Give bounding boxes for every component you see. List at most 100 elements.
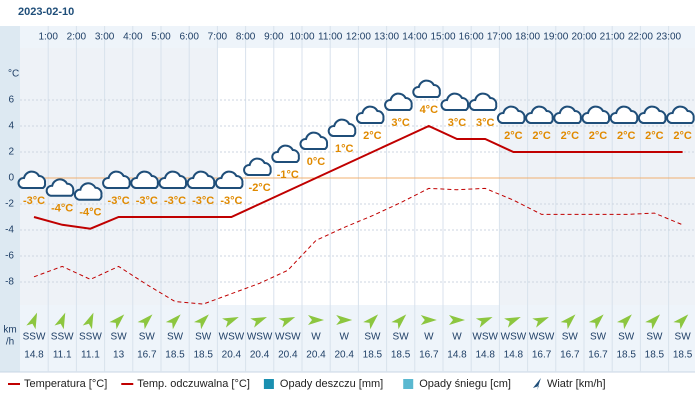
x-tick-label: 12:00 bbox=[346, 32, 371, 43]
y-tick-label: 2 bbox=[8, 147, 14, 158]
legend-label: Temp. odczuwalna [°C] bbox=[137, 378, 250, 390]
x-tick-label: 5:00 bbox=[151, 32, 171, 43]
wind-direction: W bbox=[311, 332, 321, 343]
wind-direction: SW bbox=[675, 332, 692, 343]
weather-icon bbox=[666, 105, 695, 124]
x-tick-label: 22:00 bbox=[628, 32, 653, 43]
weather-icon bbox=[102, 170, 131, 189]
wind-speed: 11.1 bbox=[81, 350, 100, 361]
weather-icon bbox=[327, 118, 357, 137]
wind-arrow bbox=[308, 315, 324, 325]
cloud bbox=[412, 79, 441, 98]
wind-arrow bbox=[26, 312, 38, 330]
wind-direction: SW bbox=[139, 332, 156, 343]
x-tick-label: 23:00 bbox=[656, 32, 681, 43]
wind-speed: 18.5 bbox=[616, 350, 636, 361]
wind-arrow bbox=[560, 314, 576, 330]
weather-icon bbox=[299, 131, 329, 150]
series-line bbox=[33, 187, 683, 305]
wind-arrow bbox=[391, 314, 407, 330]
wind-arrow bbox=[504, 316, 521, 328]
legend-label: Wiatr [km/h] bbox=[547, 378, 606, 390]
data-label: -3°C bbox=[136, 195, 158, 207]
weather-icon bbox=[214, 170, 244, 189]
wind-arrow bbox=[278, 316, 296, 328]
wind-speed: 20.4 bbox=[334, 350, 354, 361]
wind-arrow bbox=[165, 314, 181, 330]
data-label: 2°C bbox=[617, 130, 636, 142]
wind-unit: /h bbox=[6, 337, 14, 348]
weather-icon bbox=[609, 105, 639, 124]
wind-direction: SSW bbox=[79, 332, 102, 343]
arrow bbox=[82, 312, 94, 330]
wind-direction: SSW bbox=[23, 332, 46, 343]
arrow bbox=[336, 315, 353, 325]
arrow bbox=[617, 314, 632, 330]
arrow bbox=[449, 315, 465, 325]
weather-icon bbox=[468, 92, 498, 111]
wind-direction: W bbox=[339, 332, 349, 343]
wind-direction: SSW bbox=[51, 332, 74, 343]
wind-direction: SW bbox=[167, 332, 184, 343]
legend-label: Opady deszczu [mm] bbox=[280, 378, 383, 390]
x-tick-label: 11:00 bbox=[318, 32, 343, 43]
x-tick-label: 4:00 bbox=[123, 32, 143, 43]
arrow bbox=[504, 316, 521, 328]
x-tick-label: 6:00 bbox=[179, 32, 199, 43]
cloud bbox=[158, 170, 188, 189]
x-tick-label: 13:00 bbox=[374, 32, 399, 43]
cloud bbox=[355, 105, 385, 124]
wind-speed: 16.7 bbox=[588, 350, 608, 361]
arrow bbox=[222, 316, 239, 328]
x-tick-label: 9:00 bbox=[264, 32, 284, 43]
legend-label: Temperatura [°C] bbox=[24, 378, 107, 390]
wind-arrow bbox=[532, 316, 549, 328]
wind-direction: WSW bbox=[501, 332, 527, 343]
cloud bbox=[45, 178, 75, 197]
cloud bbox=[609, 105, 639, 124]
wind-speed: 14.8 bbox=[24, 350, 44, 361]
arrow bbox=[560, 314, 576, 330]
arrow bbox=[532, 316, 549, 328]
data-label: -1°C bbox=[277, 169, 299, 181]
legend-label: Opady śniegu [cm] bbox=[419, 378, 511, 390]
weather-icon bbox=[525, 105, 554, 124]
x-tick-label: 18:00 bbox=[515, 32, 540, 43]
wind-arrow bbox=[54, 312, 66, 330]
data-label: -3°C bbox=[164, 195, 186, 207]
wind-direction: W bbox=[452, 332, 462, 343]
x-tick-label: 3:00 bbox=[95, 32, 115, 43]
cloud bbox=[666, 105, 695, 124]
wind-speed: 18.5 bbox=[193, 350, 213, 361]
cloud bbox=[73, 182, 103, 201]
arrow bbox=[137, 314, 153, 330]
series-line bbox=[33, 124, 683, 230]
data-label: 2°C bbox=[363, 130, 382, 142]
data-label: 2°C bbox=[673, 130, 692, 142]
plot-day bbox=[218, 48, 500, 305]
weather-icon bbox=[496, 105, 526, 124]
x-tick-label: 21:00 bbox=[600, 32, 625, 43]
wind-speed: 20.4 bbox=[250, 350, 270, 361]
chart-title: 2023-02-10 bbox=[18, 6, 74, 18]
data-label: 2°C bbox=[532, 130, 551, 142]
cloud bbox=[581, 105, 611, 124]
data-label: -3°C bbox=[192, 195, 214, 207]
wind-arrow bbox=[420, 315, 437, 325]
wind-arrow bbox=[645, 314, 661, 330]
y-tick-label: 6 bbox=[8, 95, 14, 106]
cloud bbox=[525, 105, 554, 124]
cloud bbox=[17, 170, 47, 189]
cloud bbox=[637, 105, 667, 124]
wind-arrow bbox=[109, 314, 125, 330]
data-label: -3°C bbox=[220, 195, 242, 207]
wind-speed: 16.7 bbox=[419, 350, 439, 361]
wind-arrow bbox=[673, 314, 689, 330]
data-label: -3°C bbox=[108, 195, 130, 207]
data-label: 2°C bbox=[589, 130, 608, 142]
data-label: 3°C bbox=[391, 117, 410, 129]
cloud bbox=[186, 170, 216, 189]
cloud bbox=[214, 170, 244, 189]
weather-icon bbox=[553, 105, 582, 124]
cloud bbox=[271, 144, 300, 163]
